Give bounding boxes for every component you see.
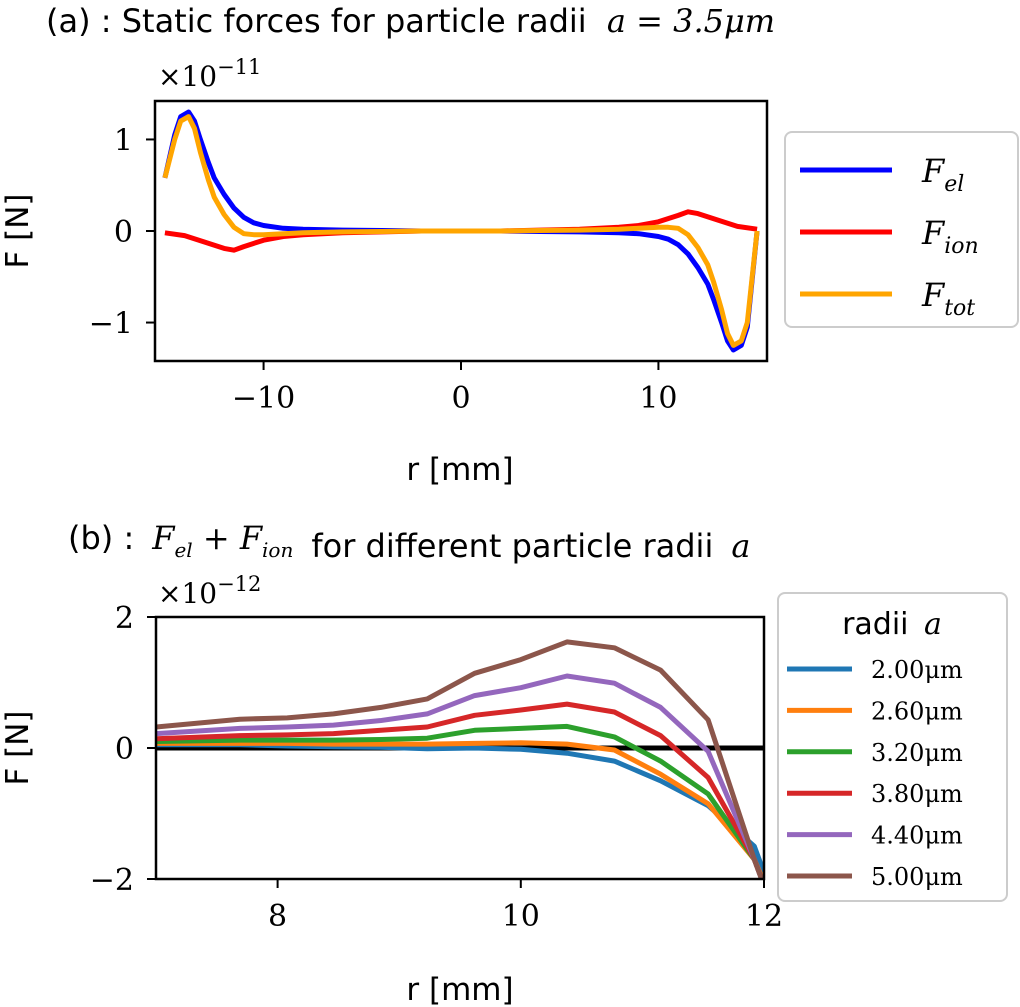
panel-b-lines [156, 639, 764, 879]
legend-a-label: Ftot [921, 276, 975, 321]
series-line-3 [156, 701, 764, 879]
panel-b-multiplier: ×10−12 [158, 572, 261, 610]
panel-b-ticks: 8 10 12 −2 0 2 [90, 601, 783, 934]
y-tick-label: 2 [115, 601, 134, 636]
x-tick-label: 0 [451, 381, 470, 416]
series-line-1 [156, 740, 764, 879]
series-line-5 [156, 639, 764, 879]
legend-b-label: 3.20μm [871, 739, 963, 767]
legend-b-label: 2.60μm [871, 697, 963, 725]
panel-a-xlabel: r [mm] [406, 452, 513, 488]
legend-a-label: Fel [921, 152, 964, 197]
panel-b-legend: radii a 2.00μm 2.60μm 3.20μm 3.80μm 4.40μm 5.… [777, 592, 1008, 902]
y-tick-label: 1 [114, 123, 133, 158]
legend-b-title: radii a [842, 607, 942, 642]
panel-a-legend: Fel Fion Ftot [784, 131, 1019, 328]
panel-a-ticks: −10 0 10−101 [89, 123, 678, 416]
panel-b-ylabel: F [N] [0, 710, 36, 785]
panel-b-xlabel: r [mm] [406, 972, 513, 1007]
panel-b: (b) : Fel + Fion for different particle … [0, 519, 1008, 1007]
x-tick-label: 8 [268, 899, 287, 934]
panel-a-ylabel: F [N] [0, 193, 36, 268]
x-tick-label: −10 [232, 381, 295, 416]
panel-a-multiplier: ×10−11 [158, 55, 261, 93]
x-tick-label: 10 [639, 381, 677, 416]
y-tick-label: −1 [89, 307, 133, 342]
y-tick-label: 0 [114, 215, 133, 250]
panel-a-title: (a) : Static forces for particle radii a… [46, 2, 775, 40]
x-tick-label: 12 [745, 899, 783, 934]
series-line-0 [156, 742, 764, 874]
legend-b-label: 2.00μm [871, 656, 963, 684]
y-tick-label: −2 [90, 863, 134, 898]
legend-b-label: 3.80μm [871, 780, 963, 808]
series-line-2 [156, 723, 764, 879]
panel-b-title: (b) : Fel + Fion for different particle … [68, 519, 750, 565]
legend-a-frame [784, 131, 1019, 328]
legend-a-label: Fion [921, 214, 979, 259]
series-line-4 [156, 673, 764, 879]
series-line-2 [162, 114, 760, 348]
legend-b-label: 4.40μm [871, 822, 963, 850]
y-tick-label: 0 [115, 732, 134, 767]
legend-b-label: 5.00μm [871, 863, 963, 891]
x-tick-label: 10 [502, 899, 540, 934]
panel-a: (a) : Static forces for particle radii a… [0, 2, 1019, 488]
panel-a-lines [162, 109, 760, 353]
